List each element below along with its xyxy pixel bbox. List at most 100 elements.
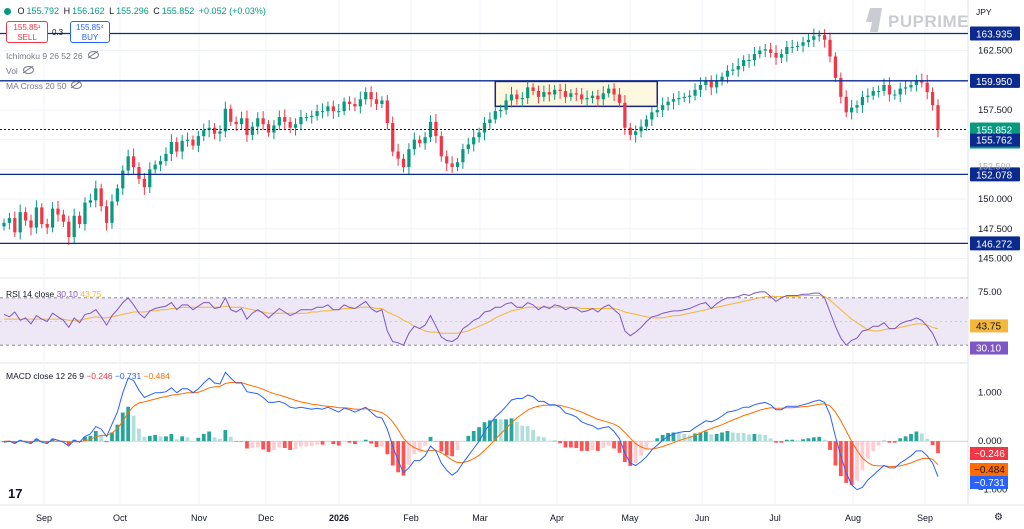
candle-body[interactable] [644,119,649,127]
candle-body[interactable] [2,222,6,227]
candle-body[interactable] [887,84,892,95]
candle-body[interactable] [61,214,66,222]
candle-body[interactable] [520,98,524,100]
macd-legend[interactable]: MACD close 12 26 9 −0.246 −0.731 −0.484 [6,371,170,381]
candle-body[interactable] [590,95,595,99]
candle-body[interactable] [223,108,227,132]
candle-body[interactable] [331,106,335,112]
candle-body[interactable] [909,84,913,88]
candle-body[interactable] [526,87,530,99]
candle-body[interactable] [898,88,902,95]
candle-body[interactable] [164,153,168,162]
candle-body[interactable] [806,39,811,43]
candle-body[interactable] [650,112,654,120]
candle-body[interactable] [677,98,681,100]
candle-body[interactable] [563,90,568,97]
candle-body[interactable] [860,96,865,106]
candle-body[interactable] [553,89,557,95]
candle-body[interactable] [342,101,346,112]
candle-body[interactable] [504,100,508,110]
candle-body[interactable] [396,151,400,159]
candle-body[interactable] [482,123,487,133]
candle-body[interactable] [569,93,573,97]
candle-body[interactable] [682,96,686,99]
candle-body[interactable] [461,149,465,163]
candle-body[interactable] [272,125,276,133]
candle-body[interactable] [88,200,93,203]
buy-button[interactable]: 155.85⁴ BUY [70,21,110,43]
candle-body[interactable] [515,94,519,100]
candle-body[interactable] [725,70,730,77]
candle-body[interactable] [266,124,271,133]
candle-body[interactable] [104,206,109,223]
candle-body[interactable] [229,108,233,122]
candle-body[interactable] [391,123,395,152]
candle-body[interactable] [493,111,497,120]
candle-body[interactable] [23,212,28,221]
candle-body[interactable] [212,127,217,134]
candle-body[interactable] [639,126,643,132]
candle-body[interactable] [742,60,746,66]
candle-body[interactable] [293,124,298,128]
candle-body[interactable] [439,136,443,157]
sell-button[interactable]: 155.85¹ SELL [6,21,48,43]
candle-body[interactable] [374,99,379,104]
candle-body[interactable] [903,87,908,89]
candle-body[interactable] [380,100,384,104]
candle-body[interactable] [736,65,740,70]
candle-body[interactable] [769,49,773,53]
candle-body[interactable] [18,212,22,233]
candle-body[interactable] [785,46,789,55]
candle-body[interactable] [169,142,173,154]
candle-body[interactable] [418,139,422,144]
candle-body[interactable] [72,215,76,238]
candle-body[interactable] [666,101,670,106]
candle-body[interactable] [110,201,114,223]
candle-body[interactable] [693,89,697,96]
candle-body[interactable] [849,107,854,113]
candle-body[interactable] [320,111,325,113]
candle-body[interactable] [310,115,314,118]
candle-body[interactable] [385,100,389,124]
candle-body[interactable] [180,140,184,152]
candle-body[interactable] [40,207,44,225]
candle-body[interactable] [115,188,119,202]
candle-body[interactable] [628,127,632,135]
candle-body[interactable] [158,161,163,165]
candle-body[interactable] [283,117,287,122]
candle-body[interactable] [434,121,438,137]
candle-body[interactable] [844,96,848,113]
candle-body[interactable] [250,126,254,135]
candle-body[interactable] [277,117,281,126]
candle-body[interactable] [558,89,562,91]
candle-body[interactable] [774,52,778,58]
candle-body[interactable] [833,56,838,78]
candle-body[interactable] [353,104,357,107]
candle-body[interactable] [347,101,352,104]
candle-body[interactable] [239,118,244,125]
candle-body[interactable] [202,130,206,137]
candle-body[interactable] [866,95,870,97]
candle-body[interactable] [29,220,33,228]
candle-body[interactable] [245,118,249,135]
candle-body[interactable] [796,45,800,47]
candle-body[interactable] [407,149,411,167]
candle-body[interactable] [585,98,589,100]
candle-body[interactable] [191,139,195,146]
candle-body[interactable] [596,95,600,100]
candle-body[interactable] [77,215,82,225]
candle-body[interactable] [369,92,373,100]
candle-body[interactable] [715,81,719,88]
candle-body[interactable] [536,90,541,97]
candle-body[interactable] [83,202,87,225]
candle-body[interactable] [671,99,676,102]
candle-body[interactable] [326,106,330,112]
candle-body[interactable] [607,88,611,94]
candle-body[interactable] [882,84,886,91]
candle-body[interactable] [925,82,929,93]
candle-body[interactable] [185,139,190,141]
candle-body[interactable] [930,92,935,106]
candle-body[interactable] [423,137,427,144]
candle-body[interactable] [747,60,751,62]
